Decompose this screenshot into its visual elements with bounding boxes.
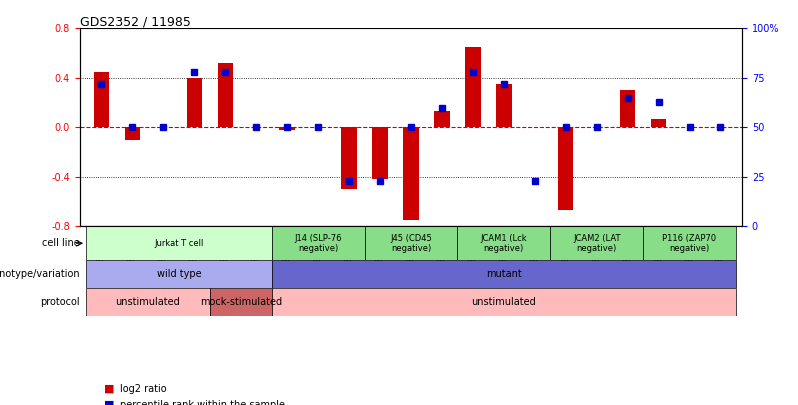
Bar [218,63,233,127]
FancyBboxPatch shape [271,226,365,260]
FancyBboxPatch shape [457,226,551,260]
Bar [620,90,635,127]
Text: J45 (CD45
negative): J45 (CD45 negative) [390,234,432,253]
Text: JCAM1 (Lck
negative): JCAM1 (Lck negative) [480,234,527,253]
Bar [373,127,388,179]
Text: GDS2352 / 11985: GDS2352 / 11985 [80,15,191,28]
FancyBboxPatch shape [271,288,736,316]
Text: JCAM2 (LAT
negative): JCAM2 (LAT negative) [573,234,620,253]
Bar [93,72,109,127]
Bar [496,84,512,127]
Text: mutant: mutant [486,269,522,279]
FancyBboxPatch shape [271,260,736,288]
Bar [465,47,480,127]
Bar [651,119,666,127]
Bar [434,111,449,127]
Text: protocol: protocol [40,297,80,307]
Bar [342,127,357,189]
Text: log2 ratio: log2 ratio [120,384,166,394]
FancyBboxPatch shape [551,226,643,260]
Text: ■: ■ [104,400,114,405]
Text: wild type: wild type [156,269,201,279]
Bar [279,127,295,130]
Text: unstimulated: unstimulated [472,297,536,307]
Bar [403,127,419,220]
FancyBboxPatch shape [86,226,271,260]
Bar [124,127,140,140]
Text: Jurkat T cell: Jurkat T cell [154,239,203,248]
FancyBboxPatch shape [86,260,271,288]
FancyBboxPatch shape [643,226,736,260]
Text: J14 (SLP-76
negative): J14 (SLP-76 negative) [294,234,342,253]
Text: cell line: cell line [42,238,80,248]
FancyBboxPatch shape [210,288,271,316]
FancyBboxPatch shape [86,288,210,316]
Text: P116 (ZAP70
negative): P116 (ZAP70 negative) [662,234,717,253]
Text: unstimulated: unstimulated [116,297,180,307]
Text: genotype/variation: genotype/variation [0,269,80,279]
Text: mock-stimulated: mock-stimulated [200,297,282,307]
FancyBboxPatch shape [365,226,457,260]
Bar [187,78,202,127]
Text: percentile rank within the sample: percentile rank within the sample [120,400,285,405]
Text: ■: ■ [104,384,114,394]
Bar [558,127,574,210]
